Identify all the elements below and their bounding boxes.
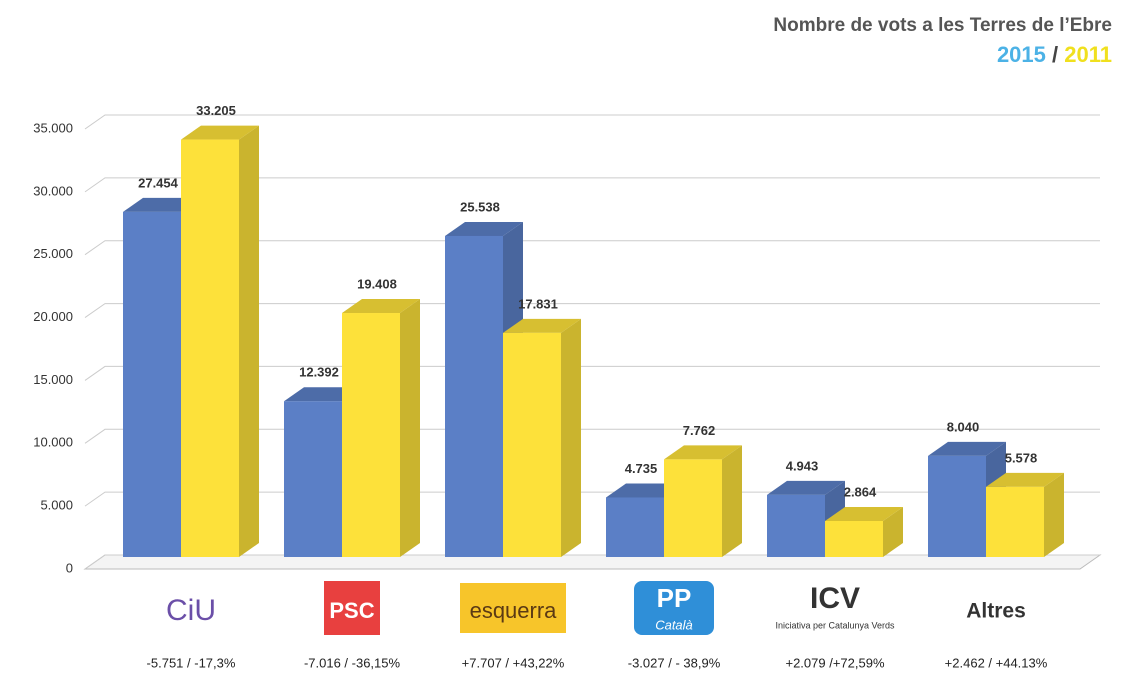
category-logo: Altres bbox=[966, 600, 1026, 623]
grid-line bbox=[84, 303, 1100, 318]
value-label: 4.735 bbox=[625, 461, 658, 476]
floor bbox=[83, 554, 1102, 570]
value-label: 25.538 bbox=[460, 199, 500, 214]
legend-entry: 2011 bbox=[1064, 42, 1112, 67]
bar bbox=[664, 459, 722, 557]
bar-side bbox=[883, 506, 903, 557]
grid-line bbox=[84, 240, 1100, 256]
bar-top bbox=[825, 506, 903, 521]
y-tick-label: 35.000 bbox=[33, 120, 73, 135]
y-tick-label: 10.000 bbox=[33, 435, 73, 450]
bar-top bbox=[181, 125, 259, 140]
chart-title: Nombre de vots a les Terres de l’Ebre bbox=[773, 15, 1112, 36]
category-logo: PSC bbox=[329, 598, 374, 623]
category-logo: CiU bbox=[166, 594, 216, 627]
y-tick-label: 25.000 bbox=[33, 246, 73, 261]
grid-line bbox=[84, 177, 1100, 193]
y-tick-label: 20.000 bbox=[33, 309, 73, 324]
bar-top bbox=[342, 299, 420, 314]
legend-entry: 2015 bbox=[997, 42, 1046, 67]
bar-top bbox=[503, 318, 581, 333]
value-label: 5.578 bbox=[1005, 450, 1038, 465]
value-label: 27.454 bbox=[138, 175, 179, 190]
bar bbox=[825, 520, 883, 557]
legend: 2015 / 2011 bbox=[997, 42, 1112, 67]
y-tick-label: 5.000 bbox=[40, 498, 73, 513]
grid-line bbox=[84, 365, 1100, 381]
bar-side bbox=[239, 125, 259, 558]
value-label: 33.205 bbox=[196, 103, 236, 118]
bar bbox=[606, 497, 664, 557]
change-label: -5.751 / -17,3% bbox=[147, 655, 236, 670]
grid-line bbox=[84, 114, 1100, 130]
bar bbox=[284, 401, 342, 557]
bar-top bbox=[445, 221, 523, 236]
bar bbox=[928, 455, 986, 557]
change-label: -3.027 / - 38,9% bbox=[628, 655, 721, 670]
value-label: 12.392 bbox=[299, 365, 339, 380]
logo-box bbox=[324, 581, 380, 635]
bar bbox=[123, 211, 181, 557]
bar bbox=[767, 494, 825, 557]
bar bbox=[503, 332, 561, 557]
logo-box bbox=[460, 583, 566, 633]
bar-side bbox=[400, 299, 420, 557]
category-logo-subtext: Iniciativa per Catalunya Verds bbox=[775, 620, 895, 630]
value-label: 2.864 bbox=[844, 484, 877, 499]
bar bbox=[445, 235, 503, 557]
y-tick-label: 0 bbox=[66, 560, 73, 575]
legend-separator: / bbox=[1052, 42, 1058, 67]
bar bbox=[986, 486, 1044, 557]
category-logo-subtext: Català bbox=[655, 617, 693, 632]
grid-line bbox=[84, 491, 1100, 507]
category-logo: PP bbox=[657, 583, 692, 613]
bar bbox=[342, 313, 400, 557]
change-label: +2.462 / +44.13% bbox=[945, 655, 1048, 670]
logo-box bbox=[634, 581, 714, 635]
change-label: +2.079 /+72,59% bbox=[785, 655, 884, 670]
value-label: 7.762 bbox=[683, 423, 716, 438]
y-tick-label: 30.000 bbox=[33, 183, 73, 198]
grid-line bbox=[84, 428, 1100, 444]
bar-top bbox=[986, 472, 1064, 487]
bar-side bbox=[1044, 472, 1064, 557]
category-logo: ICV bbox=[810, 582, 860, 615]
bar bbox=[181, 139, 239, 557]
bar-top bbox=[928, 441, 1006, 456]
y-tick-label: 15.000 bbox=[33, 372, 73, 387]
value-label: 4.943 bbox=[786, 458, 819, 473]
change-label: -7.016 / -36,15% bbox=[304, 655, 401, 670]
value-label: 19.408 bbox=[357, 276, 397, 291]
category-logo: esquerra bbox=[470, 598, 558, 623]
bar-side bbox=[722, 445, 742, 557]
change-label: +7.707 / +43,22% bbox=[462, 655, 565, 670]
value-label: 8.040 bbox=[947, 419, 980, 434]
value-label: 17.831 bbox=[518, 296, 558, 311]
bar-top bbox=[767, 480, 845, 495]
bar-side bbox=[561, 318, 581, 557]
bar-top bbox=[664, 445, 742, 460]
